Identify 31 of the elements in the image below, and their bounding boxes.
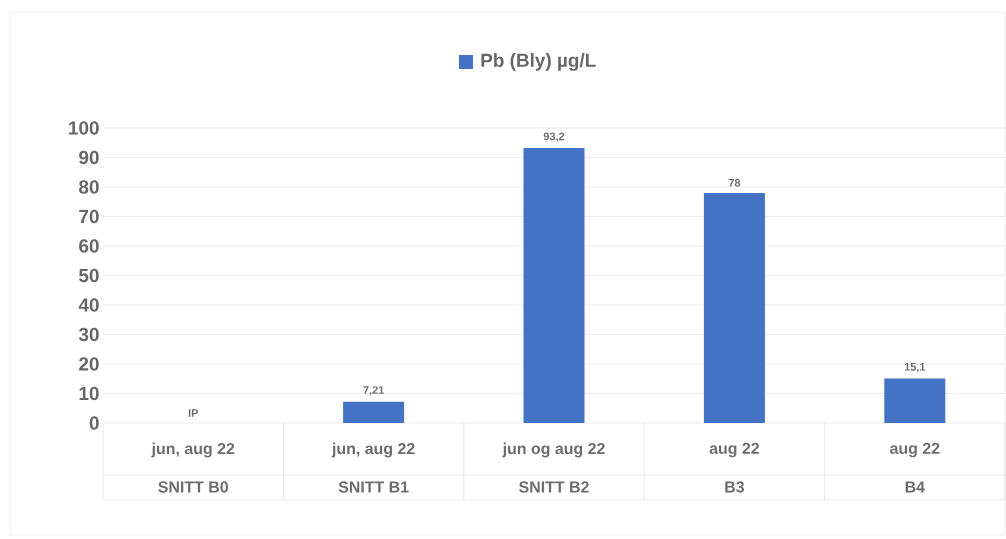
x-tick-label: SNITT B1 bbox=[338, 481, 409, 493]
text: IP bbox=[188, 409, 199, 417]
y-tick-label: 60 bbox=[79, 239, 99, 253]
y-tick-label: 70 bbox=[79, 209, 99, 224]
legend-label: Pb (Bly) µg/L bbox=[481, 53, 596, 71]
text: jun, aug 22 bbox=[151, 442, 235, 458]
data-label: 7,21 bbox=[363, 386, 384, 396]
data-label: 93,2 bbox=[543, 132, 565, 142]
text: aug 22 bbox=[709, 442, 759, 458]
x-tick-label: B3 bbox=[725, 481, 744, 493]
x-tick-label: B4 bbox=[905, 481, 925, 493]
y-tick-label: 20 bbox=[79, 357, 99, 371]
bar bbox=[884, 378, 946, 423]
bar bbox=[523, 148, 585, 423]
bar bbox=[343, 401, 405, 423]
text: jun, aug 22 bbox=[331, 442, 415, 458]
y-tick-label: 50 bbox=[79, 268, 99, 283]
data-label: 15,1 bbox=[904, 363, 926, 373]
y-tick-label: 30 bbox=[78, 327, 99, 342]
x-tick-label: SNITT B0 bbox=[158, 481, 228, 493]
y-tick-label: 0 bbox=[89, 416, 99, 430]
y-tick-label: 100 bbox=[69, 121, 99, 135]
y-tick-label: 80 bbox=[79, 180, 99, 194]
y-tick-label: 40 bbox=[78, 298, 99, 312]
text: jun og aug 22 bbox=[502, 442, 605, 458]
x-tick-label: SNITT B2 bbox=[519, 481, 589, 493]
y-tick-label: 90 bbox=[79, 150, 99, 165]
text: aug 22 bbox=[890, 442, 940, 458]
y-tick-label: 10 bbox=[79, 386, 99, 401]
bar bbox=[703, 192, 765, 423]
data-label: 78 bbox=[728, 178, 741, 187]
